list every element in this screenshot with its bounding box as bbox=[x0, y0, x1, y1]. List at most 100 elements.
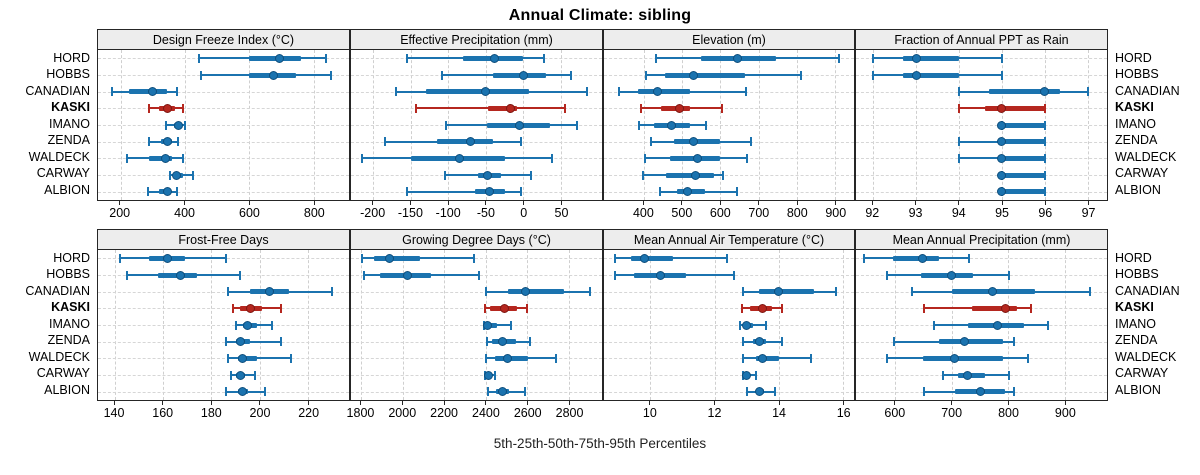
axis-tick-mark bbox=[447, 201, 449, 205]
cap-95th bbox=[837, 53, 840, 63]
cap-95th bbox=[586, 87, 588, 97]
axis-tick-label: -100 bbox=[435, 206, 461, 220]
row-label-albion: ALBION bbox=[44, 382, 90, 397]
median-dot bbox=[911, 70, 921, 80]
median-dot bbox=[503, 353, 513, 363]
horizontal-gridline bbox=[604, 391, 854, 393]
cap-95th bbox=[280, 337, 283, 347]
axis-tick-label: 10 bbox=[642, 406, 657, 420]
median-dot bbox=[950, 353, 960, 363]
row-label-waldeck: WALDECK bbox=[28, 149, 90, 164]
row-label-albion: ALBION bbox=[1115, 182, 1161, 197]
axis-tick-label: 97 bbox=[1081, 206, 1096, 220]
horizontal-gridline bbox=[856, 125, 1107, 126]
cap-95th bbox=[749, 137, 752, 147]
whisker-5-95 bbox=[407, 190, 522, 193]
horizontal-gridline bbox=[98, 175, 349, 176]
interquartile-bar-25-75 bbox=[971, 305, 1017, 311]
row-label-canadian: CANADIAN bbox=[1115, 283, 1180, 298]
x-axis-growing-degree-days-c: 1800 2000 2200 2400 2600 2800 bbox=[347, 401, 603, 429]
axis-tick-label: 200 bbox=[109, 206, 131, 220]
median-dot bbox=[997, 137, 1007, 147]
horizontal-gridline bbox=[351, 358, 602, 360]
median-dot bbox=[758, 303, 768, 313]
cap-5th bbox=[640, 103, 643, 113]
horizontal-gridline bbox=[351, 258, 602, 260]
cap-5th bbox=[642, 170, 645, 180]
panel-elevation-m: Elevation (m) bbox=[603, 29, 855, 201]
axis-tick-label: 160 bbox=[152, 406, 174, 420]
axis-tick-label: 220 bbox=[298, 406, 320, 420]
panel-design-freeze-index-c: Design Freeze Index (°C) bbox=[97, 29, 350, 201]
cap-95th bbox=[569, 70, 572, 80]
cap-95th bbox=[1086, 87, 1089, 97]
cap-5th bbox=[169, 170, 172, 180]
axis-tick-mark bbox=[719, 201, 721, 205]
cap-95th bbox=[588, 287, 591, 297]
horizontal-gridline bbox=[604, 291, 854, 293]
median-dot bbox=[1040, 87, 1050, 97]
cap-5th bbox=[911, 287, 914, 297]
median-dot bbox=[742, 370, 752, 380]
axis-tick-label: 600 bbox=[709, 206, 731, 220]
axis-tick-label: 95 bbox=[995, 206, 1009, 220]
cap-5th bbox=[406, 53, 409, 63]
median-dot bbox=[497, 337, 507, 347]
cap-5th bbox=[745, 387, 748, 397]
axis-tick-mark bbox=[1064, 401, 1066, 405]
cap-95th bbox=[177, 137, 180, 147]
median-dot bbox=[483, 320, 493, 330]
row-label-carway: CARWAY bbox=[36, 366, 90, 381]
cap-95th bbox=[183, 120, 186, 130]
cap-5th bbox=[922, 387, 925, 397]
horizontal-gridline bbox=[98, 141, 349, 143]
cap-95th bbox=[1043, 103, 1046, 113]
median-dot bbox=[1000, 303, 1010, 313]
cap-95th bbox=[473, 253, 476, 263]
cap-95th bbox=[722, 170, 725, 180]
median-dot bbox=[402, 270, 412, 280]
cap-5th bbox=[484, 353, 487, 363]
median-dot bbox=[774, 287, 784, 297]
interquartile-bar-25-75 bbox=[903, 55, 959, 61]
cap-5th bbox=[361, 153, 364, 163]
median-dot bbox=[997, 187, 1007, 197]
row-label-carway: CARWAY bbox=[1115, 366, 1169, 381]
axis-tick-label: 800 bbox=[303, 206, 325, 220]
row-label-zenda: ZENDA bbox=[1115, 333, 1158, 348]
cap-95th bbox=[780, 337, 783, 347]
axis-tick-label: 92 bbox=[865, 206, 880, 220]
row-label-hord: HORD bbox=[53, 250, 90, 265]
row-label-kaski: KASKI bbox=[1115, 300, 1154, 315]
median-dot bbox=[173, 120, 183, 130]
median-dot bbox=[162, 137, 172, 147]
x-axis-elevation-m: 400 500 600 700 800 900 bbox=[603, 201, 855, 229]
row-label-carway: CARWAY bbox=[36, 166, 90, 181]
median-dot bbox=[268, 70, 278, 80]
median-dot bbox=[245, 303, 255, 313]
interquartile-bar-25-75 bbox=[425, 89, 530, 95]
cap-95th bbox=[576, 120, 579, 130]
row-label-hord: HORD bbox=[1115, 50, 1152, 65]
interquartile-bar-25-75 bbox=[638, 89, 690, 95]
median-dot bbox=[235, 337, 245, 347]
cap-5th bbox=[441, 70, 444, 80]
axis-tick-mark bbox=[485, 201, 487, 205]
cap-95th bbox=[800, 70, 803, 80]
median-dot bbox=[481, 87, 491, 97]
panel-header: Frost-Free Days bbox=[98, 230, 349, 250]
horizontal-gridline bbox=[604, 341, 854, 343]
horizontal-gridline bbox=[604, 358, 854, 360]
median-dot bbox=[639, 253, 649, 263]
interquartile-bar-25-75 bbox=[1001, 155, 1045, 161]
cap-5th bbox=[614, 253, 617, 263]
axis-tick-mark bbox=[162, 401, 164, 405]
cap-5th bbox=[198, 53, 201, 63]
horizontal-gridline bbox=[604, 175, 854, 176]
horizontal-gridline bbox=[98, 358, 349, 360]
axis-tick-mark bbox=[313, 201, 315, 205]
interquartile-bar-25-75 bbox=[237, 355, 258, 361]
cap-95th bbox=[1012, 387, 1015, 397]
cap-95th bbox=[290, 353, 293, 363]
cap-5th bbox=[125, 270, 128, 280]
